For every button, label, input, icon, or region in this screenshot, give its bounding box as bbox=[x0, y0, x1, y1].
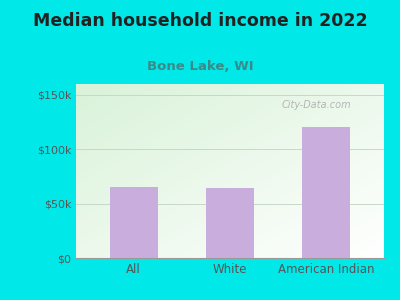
Bar bbox=[302, 128, 350, 258]
Bar bbox=[206, 188, 254, 258]
Text: Median household income in 2022: Median household income in 2022 bbox=[33, 12, 367, 30]
Text: Bone Lake, WI: Bone Lake, WI bbox=[147, 60, 253, 73]
Text: City-Data.com: City-Data.com bbox=[282, 100, 351, 110]
Bar bbox=[110, 187, 158, 258]
